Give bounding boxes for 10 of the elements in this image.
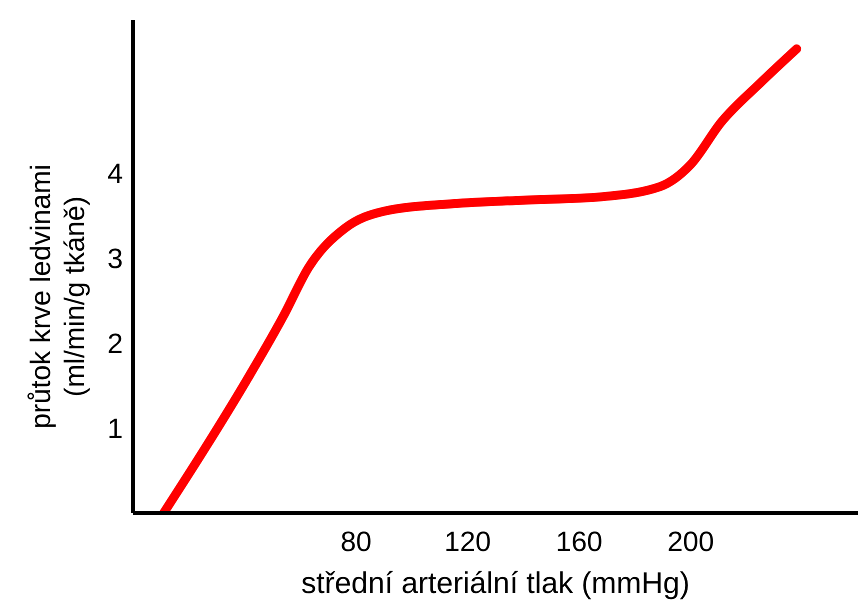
y-tick-label: 2 (107, 328, 123, 359)
y-axis-title: průtok krve ledvinami (ml/min/g tkáně) (25, 164, 90, 429)
x-tick-label: 160 (556, 526, 603, 557)
x-tick-label: 120 (444, 526, 491, 557)
x-tick-label: 200 (667, 526, 714, 557)
x-tick-label: 80 (340, 526, 372, 557)
y-tick-label: 4 (107, 158, 123, 189)
y-tick-label: 1 (107, 412, 123, 444)
y-tick-label: 3 (107, 242, 123, 274)
x-axis-title: střední arteriální tlak (mmHg) (301, 567, 690, 600)
